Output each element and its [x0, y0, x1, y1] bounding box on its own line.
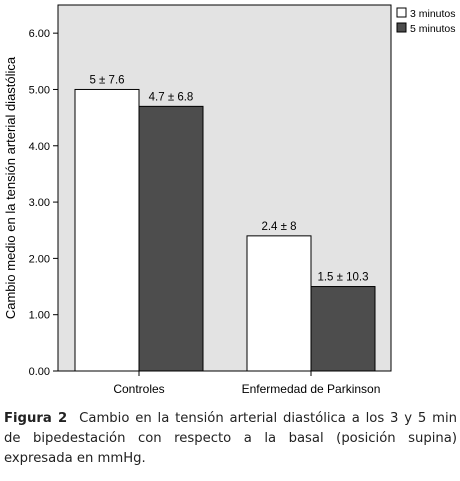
legend: 3 minutos 5 minutos	[396, 7, 456, 35]
caption-text: Cambio en la tensión arterial diastólica…	[4, 411, 458, 466]
category-label: Controles	[113, 382, 164, 396]
y-tick-label: 0.00	[29, 366, 50, 378]
legend-label: 3 minutos	[410, 8, 456, 20]
bar-3min-parkinson	[246, 235, 312, 372]
figure-label: Figura 2	[4, 411, 68, 426]
y-tick-label: 3.00	[29, 197, 50, 209]
y-tick-label: 2.00	[29, 253, 50, 265]
bar-3min-controles	[74, 88, 140, 372]
y-tick-label: 1.00	[29, 310, 50, 322]
data-label: 5 ± 7.6	[89, 74, 124, 86]
y-axis-label: Cambio medio en la tensión arterial dias…	[3, 56, 18, 319]
y-tick-label: 4.00	[29, 141, 50, 153]
bar-5min-controles	[138, 105, 204, 372]
bar-5min-parkinson	[310, 286, 376, 372]
figure-caption: Figura 2 Cambio en la tensión arterial di…	[4, 409, 457, 469]
data-label: 1.5 ± 10.3	[317, 272, 368, 284]
legend-swatch	[396, 7, 407, 18]
legend-swatch	[396, 22, 407, 33]
data-label: 2.4 ± 8	[261, 221, 296, 233]
legend-label: 5 minutos	[410, 23, 456, 35]
y-tick-label: 6.00	[29, 28, 50, 40]
bar-chart: 0.00 1.00 2.00 3.00 4.00 5.00 6.00 5 ± 7.6 4.7 …	[3, 4, 456, 396]
data-label: 4.7 ± 6.8	[149, 91, 194, 103]
category-label: Enfermedad de Parkinson	[242, 382, 381, 396]
y-tick-label: 5.00	[29, 84, 50, 96]
